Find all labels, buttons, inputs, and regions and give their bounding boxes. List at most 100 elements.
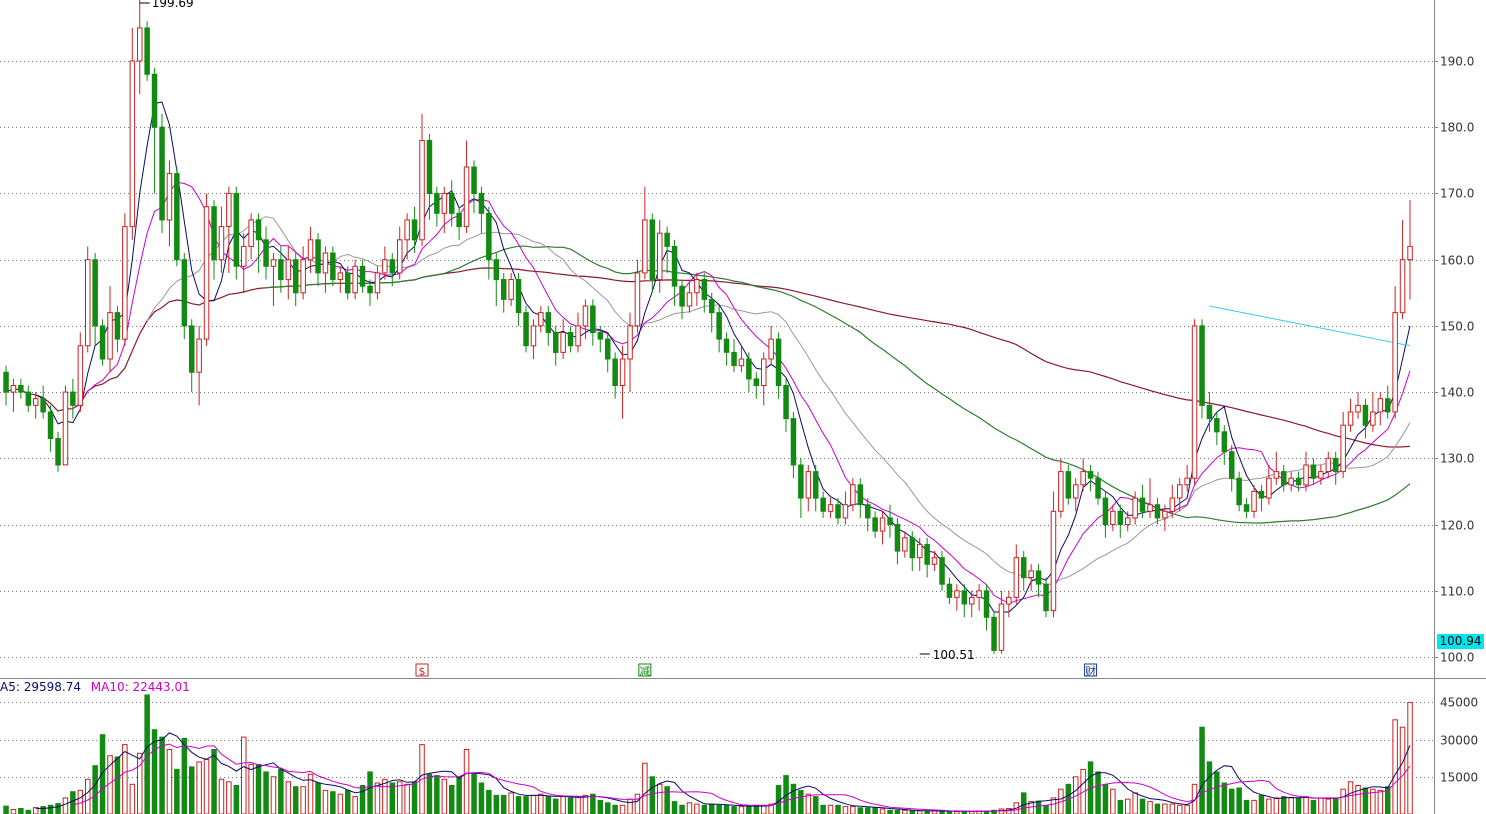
candle-body [411, 219, 418, 241]
candle-body [783, 385, 789, 420]
volume-bar [367, 771, 373, 814]
candle-body [1288, 477, 1294, 486]
volume-bar [300, 786, 306, 814]
candle-body [107, 312, 113, 360]
volume-bar [634, 793, 641, 814]
candle-body [627, 325, 633, 360]
volume-bar [285, 781, 292, 814]
volume-bar [627, 798, 633, 814]
candle-body [523, 312, 529, 347]
candle-body [397, 239, 403, 274]
ma20-line [146, 216, 1411, 586]
volume-bar [434, 775, 440, 814]
candle-body [159, 126, 165, 221]
volume-bar [382, 778, 388, 814]
volume-bar [857, 807, 864, 814]
candle-body [1199, 325, 1205, 406]
candle-body [1325, 457, 1332, 472]
volume-bar [538, 793, 544, 814]
volume-bar [122, 744, 128, 814]
candle-body [114, 312, 121, 340]
candle-body [1102, 497, 1109, 526]
candle-body [998, 603, 1005, 651]
candle-body [471, 166, 477, 194]
volume-bar [1362, 787, 1369, 814]
candle-body [1399, 259, 1406, 314]
candle-body [337, 272, 344, 280]
volume-bar [1154, 803, 1161, 814]
dividend-marker-icon: $ [415, 663, 429, 678]
volume-bar [872, 807, 878, 814]
volume-bar [1273, 797, 1280, 814]
volume-bar [1117, 799, 1124, 814]
candle-body [404, 219, 410, 241]
volume-bar [181, 737, 188, 814]
candle-body [1362, 404, 1369, 426]
volume-bar [1377, 789, 1384, 814]
candle-body [196, 338, 202, 373]
volume-bar [255, 763, 262, 814]
volume-bar [330, 791, 336, 814]
candle-body [1340, 424, 1346, 473]
candle-body [25, 391, 32, 406]
volume-bar [1191, 783, 1198, 814]
candle-body [33, 398, 39, 406]
volume-bar [322, 789, 329, 814]
volume-bar [397, 781, 403, 814]
volume-bar [671, 801, 678, 814]
volume-bar [1139, 798, 1146, 814]
volume-bar [902, 809, 908, 814]
volume-tick-label: 45000 [1440, 696, 1478, 710]
volume-bar [226, 781, 232, 814]
price-tick-label: 150.0 [1440, 320, 1474, 334]
volume-bar [493, 794, 500, 814]
candle-body [1303, 464, 1309, 486]
volume-bar [359, 785, 366, 814]
candle-body [679, 285, 685, 307]
ma60-line [265, 245, 1411, 524]
marker-box [638, 663, 652, 677]
candle-body [3, 371, 9, 393]
volume-bar [1399, 726, 1406, 814]
volume-bar [293, 786, 299, 814]
candle-body [1266, 477, 1272, 499]
candle-body [649, 219, 656, 280]
volume-bar [1251, 799, 1257, 814]
volume-bar [813, 796, 819, 814]
volume-bar [241, 736, 247, 814]
candle-body [1050, 510, 1057, 612]
marker-glyph: 减 [639, 665, 650, 678]
marker-box [415, 663, 429, 677]
long-ma-line [1209, 305, 1411, 347]
candle-body [1392, 312, 1398, 413]
volume-bar [1355, 785, 1361, 814]
candle-body [1407, 245, 1413, 261]
volume-bar [1162, 803, 1168, 814]
candle-body [798, 464, 804, 499]
volume-bar [530, 794, 537, 814]
volume-bar [590, 793, 596, 814]
annotations: 199.69 100.51 $ 减 财 [139, 0, 1098, 678]
candle-body [738, 358, 745, 367]
candle-body [40, 398, 46, 413]
volume-bar [501, 794, 507, 814]
candle-body [144, 27, 150, 75]
volume-bar [827, 804, 834, 814]
candle-body [879, 517, 886, 532]
reduction-marker-icon: 减 [638, 663, 652, 678]
candle-body [189, 325, 195, 373]
candle-body [374, 272, 381, 294]
price-tick-label: 120.0 [1440, 519, 1474, 533]
candle-body [1139, 497, 1146, 512]
volume-bar [40, 806, 46, 814]
candle-body [753, 378, 760, 386]
candle-body [827, 504, 834, 512]
volume-bar [449, 785, 455, 814]
marker-glyph: $ [419, 665, 426, 678]
volume-bar [1385, 786, 1391, 814]
candle-body [62, 391, 69, 466]
volume-bar [1236, 787, 1242, 814]
candle-body [1125, 517, 1131, 526]
volume-bar [1169, 803, 1176, 814]
marker-glyph: 财 [1085, 664, 1096, 678]
